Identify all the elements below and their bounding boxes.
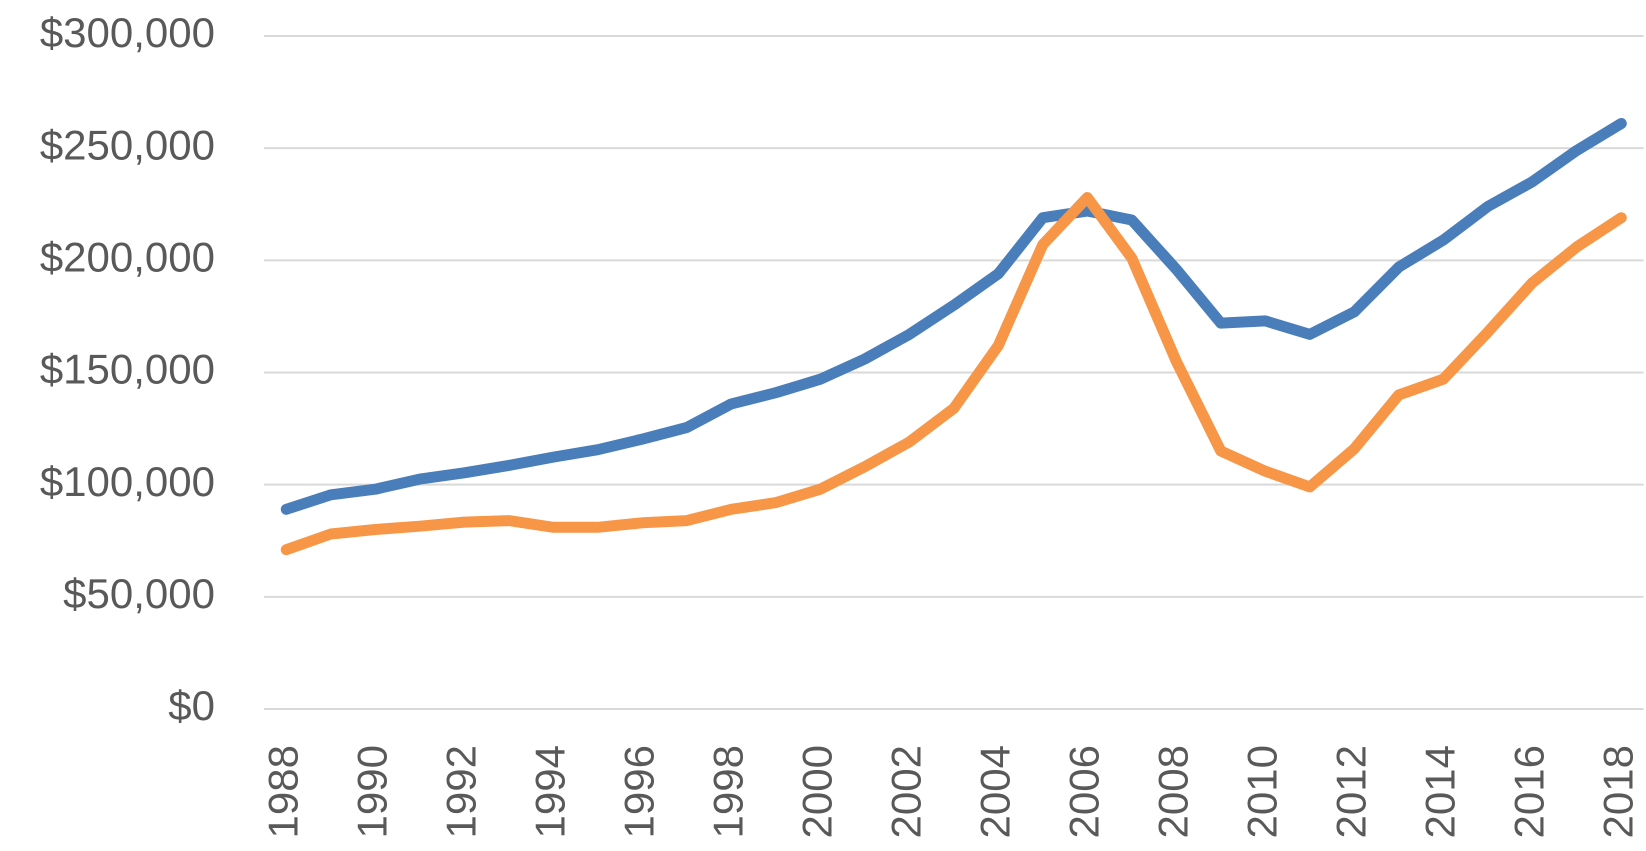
- x-tick-label: 2008: [1149, 745, 1196, 838]
- y-tick-label: $300,000: [40, 9, 215, 56]
- x-tick-label: 1988: [259, 745, 306, 838]
- x-tick-label: 1990: [348, 745, 395, 838]
- y-tick-label: $200,000: [40, 233, 215, 280]
- x-tick-label: 2018: [1594, 745, 1641, 838]
- y-tick-label: $250,000: [40, 121, 215, 168]
- x-tick-label: 2010: [1238, 745, 1285, 838]
- x-tick-label: 1996: [615, 745, 662, 838]
- x-tick-label: 2012: [1327, 745, 1374, 838]
- data-line: [280, 192, 1627, 556]
- y-tick-label: $50,000: [63, 570, 215, 617]
- x-tick-label: 2002: [882, 745, 929, 838]
- x-tick-label: 1992: [437, 745, 484, 838]
- y-tick-label: $150,000: [40, 346, 215, 393]
- x-tick-label: 2004: [971, 745, 1018, 838]
- x-tick-label: 2000: [793, 745, 840, 838]
- x-tick-label: 1994: [526, 745, 573, 838]
- data-line: [280, 118, 1627, 515]
- x-tick-label: 1998: [704, 745, 751, 838]
- x-tick-label: 2006: [1060, 745, 1107, 838]
- y-tick-label: $0: [168, 682, 215, 729]
- x-tick-label: 2016: [1505, 745, 1552, 838]
- y-tick-label: $100,000: [40, 458, 215, 505]
- x-tick-label: 2014: [1416, 745, 1463, 838]
